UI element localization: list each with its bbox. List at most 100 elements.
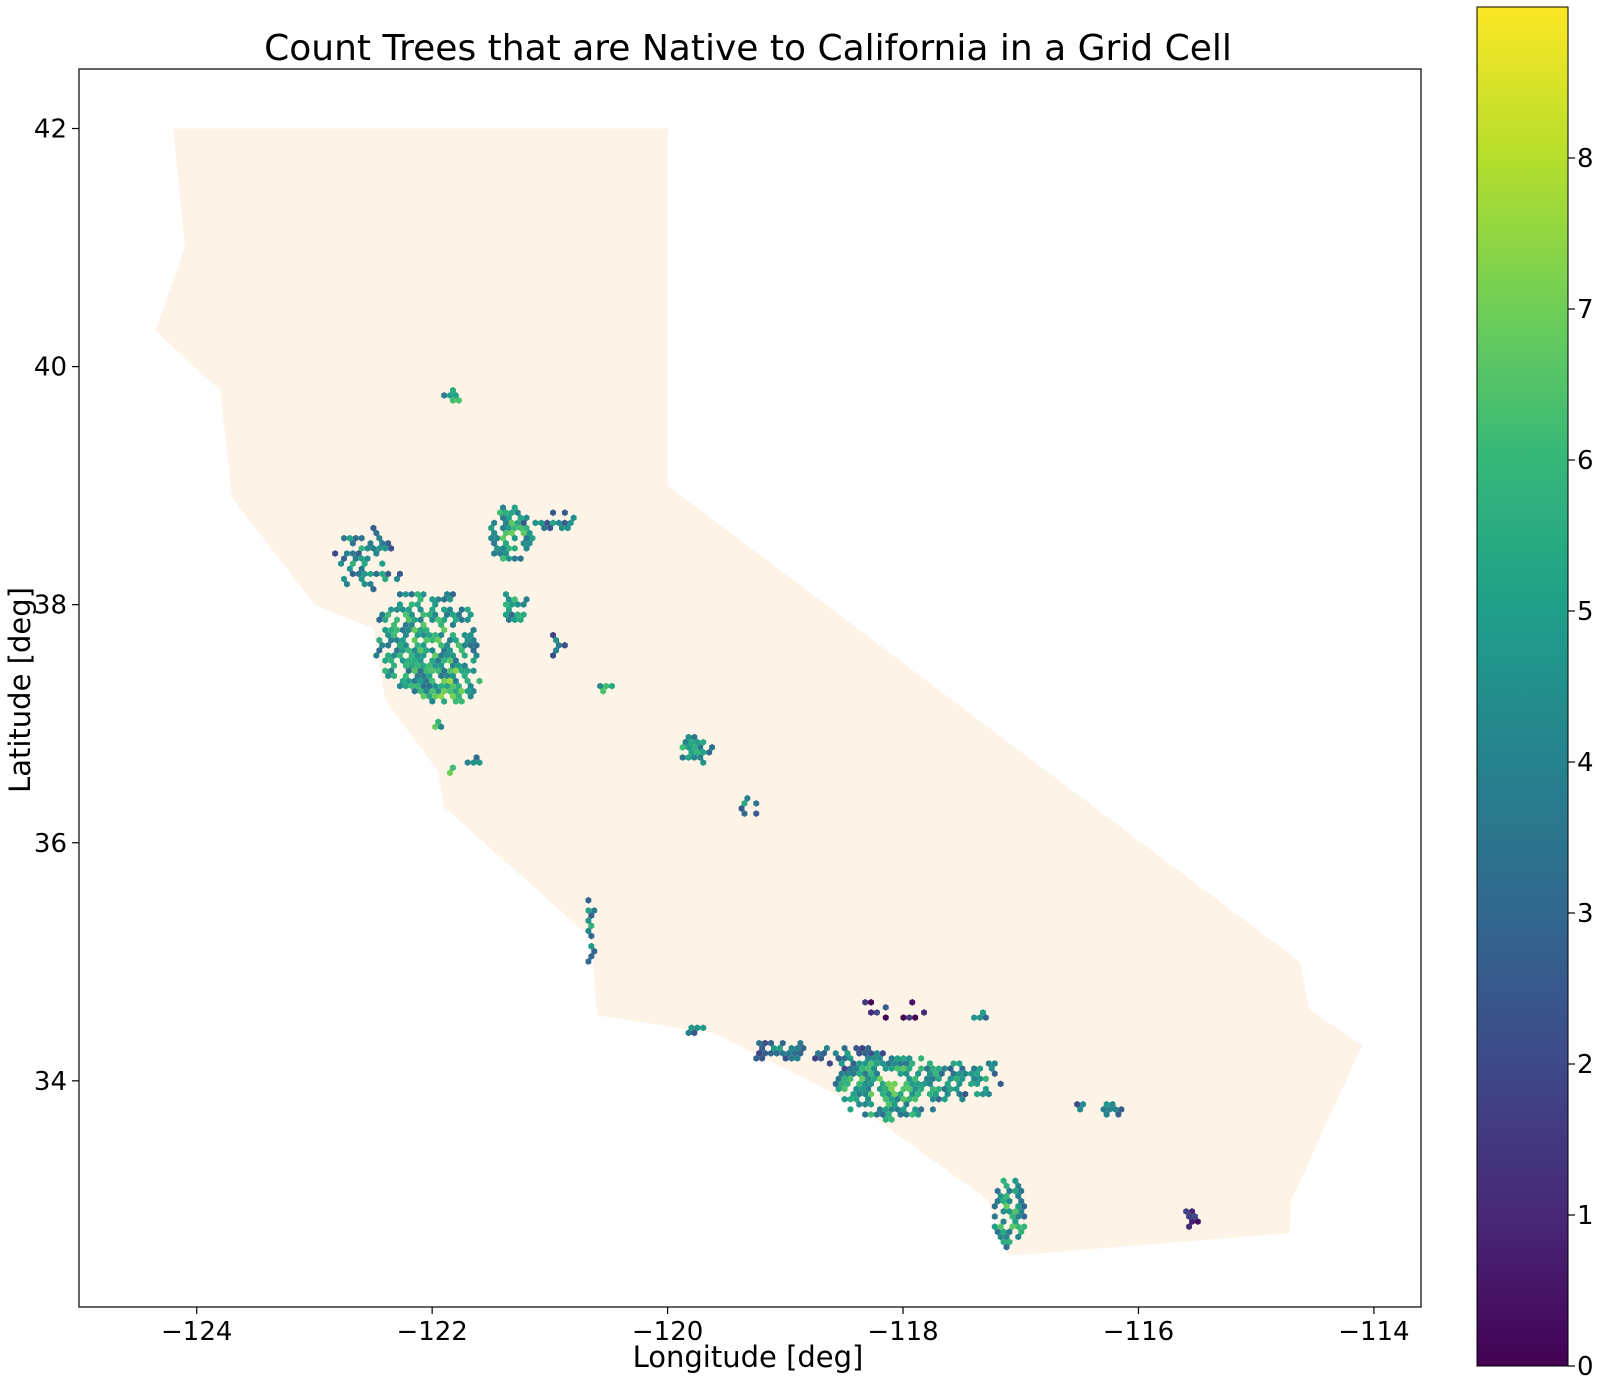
hexbin-cell xyxy=(408,662,415,670)
hexbin-cell xyxy=(420,652,427,659)
hexbin-cell xyxy=(894,1095,901,1103)
hexbin-cell xyxy=(859,1065,866,1072)
hexbin-cell xyxy=(497,550,503,557)
hexbin-cell xyxy=(447,687,453,695)
hexbin-cell xyxy=(452,687,459,695)
hexbin-cell xyxy=(865,1075,872,1083)
hexbin-cell xyxy=(700,738,707,746)
hexbin-cell xyxy=(388,636,395,644)
hexbin-cell xyxy=(865,1044,872,1052)
hexbin-cell xyxy=(358,545,365,552)
hexbin-cell xyxy=(432,662,439,670)
hexbin-cell xyxy=(776,1044,783,1052)
hexbin-cell xyxy=(685,733,692,741)
hexbin-cell xyxy=(506,524,512,532)
hexbin-cell xyxy=(432,723,439,731)
hexbin-cell xyxy=(450,631,456,639)
hexbin-cell xyxy=(441,667,448,675)
x-axis-title: Longitude [deg] xyxy=(633,1340,864,1374)
hexbin-cell xyxy=(444,672,450,680)
hexbin-cell xyxy=(461,662,468,670)
hexbin-cell xyxy=(570,514,577,522)
hexbin-cell xyxy=(426,662,433,670)
hexbin-cell xyxy=(997,1233,1004,1241)
hexbin-cell xyxy=(429,647,436,654)
hexbin-cell xyxy=(788,1055,795,1062)
hexbin-cell xyxy=(891,1060,898,1067)
hexbin-cell xyxy=(885,1100,892,1108)
hexbin-cell xyxy=(762,1039,768,1047)
hexbin-cell xyxy=(838,1070,845,1078)
hexbin-cell xyxy=(909,1090,916,1098)
hexbin-cell xyxy=(411,677,418,685)
hexbin-cell xyxy=(1195,1218,1201,1225)
hexbin-cell xyxy=(853,1044,860,1052)
hexbin-cell xyxy=(915,1080,922,1088)
hexbin-cell xyxy=(550,509,556,517)
hexbin-cell xyxy=(927,1060,933,1067)
hexbin-cell xyxy=(927,1090,933,1098)
plot-frame xyxy=(78,68,1422,1308)
hexbin-cell xyxy=(885,1090,892,1098)
hexbin-cell xyxy=(423,636,430,644)
hexbin-cell xyxy=(423,626,430,634)
hexbin-cell xyxy=(500,555,506,562)
hexbin-cell xyxy=(411,657,418,664)
hexbin-cell xyxy=(511,596,518,603)
hexbin-cell xyxy=(553,636,559,644)
hexbin-cell xyxy=(503,509,509,517)
hexbin-cell xyxy=(912,1014,919,1021)
hexbin-cell xyxy=(503,601,509,608)
hexbin-cell xyxy=(461,641,468,649)
hexbin-cell xyxy=(399,626,406,634)
colorbar-axis: 0 1 2 3 4 5 6 7 8 xyxy=(1568,144,1594,1382)
hexbin-cell xyxy=(768,1049,774,1057)
hexbin-cell xyxy=(503,590,509,598)
hexbin-cell xyxy=(394,636,400,644)
hexbin-cell xyxy=(882,1106,889,1113)
hexbin-cell xyxy=(447,677,453,685)
hexbin-cell xyxy=(847,1065,854,1072)
hexbin-cell xyxy=(470,626,477,634)
colorbar-tick-label: 4 xyxy=(1577,748,1594,778)
hexbin-cell xyxy=(423,647,430,654)
hexbin-cell xyxy=(458,698,465,705)
hexbin-cell xyxy=(853,1085,860,1093)
hexbin-cell xyxy=(588,912,595,919)
hexbin-cell xyxy=(417,687,424,695)
hexbin-cell xyxy=(550,519,556,527)
hexbin-cell xyxy=(862,1111,869,1118)
hexbin-cell xyxy=(470,636,477,644)
hexbin-cell xyxy=(523,545,530,552)
hexbin-cell xyxy=(394,575,400,583)
hexbin-cell xyxy=(397,641,403,649)
hexbin-cell xyxy=(450,611,456,619)
hexbin-cell xyxy=(915,1090,922,1098)
hexbin-cell xyxy=(903,1080,910,1088)
hexbin-cell xyxy=(458,687,465,695)
hexbin-cell xyxy=(844,1049,851,1057)
hexbin-cell xyxy=(344,550,350,557)
hexbin-cell xyxy=(591,907,598,914)
hexbin-cell xyxy=(585,896,592,904)
hexbin-cell xyxy=(862,1049,869,1057)
hexbin-cell xyxy=(429,596,436,603)
hexbin-cell xyxy=(697,754,704,761)
hexbin-cell xyxy=(464,667,471,675)
hexbin-cell xyxy=(824,1044,830,1052)
hexbin-cell xyxy=(564,524,571,532)
hexbin-cell xyxy=(897,1111,904,1118)
hexbin-cell xyxy=(771,1044,777,1052)
hexbin-cell xyxy=(950,1070,957,1078)
hexbin-cell xyxy=(391,672,397,680)
hexbin-cell xyxy=(397,682,403,690)
hexbin-cell xyxy=(756,1049,763,1057)
y-tick-label: 38 xyxy=(34,591,67,621)
hexbin-cell xyxy=(832,1080,839,1088)
hexbin-cell xyxy=(349,560,356,568)
hexbin-cell xyxy=(332,550,339,557)
hexbin-cell xyxy=(856,1080,863,1088)
hexbin-cell xyxy=(1186,1213,1192,1220)
hexbin-cell xyxy=(856,1060,863,1067)
hexbin-cell xyxy=(529,534,536,542)
